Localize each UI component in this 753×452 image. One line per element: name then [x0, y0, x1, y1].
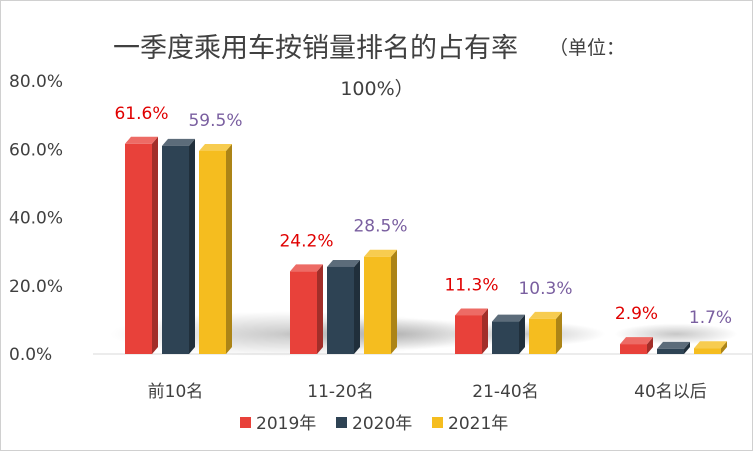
legend-swatch [336, 417, 347, 428]
bar-side [189, 138, 195, 354]
bar-front [694, 348, 721, 354]
y-tick-label: 20.0% [9, 277, 63, 297]
data-label: 2.9% [615, 304, 658, 324]
bar-side [391, 249, 397, 354]
bar-side [354, 259, 360, 354]
bar-top [657, 341, 690, 349]
bar-top [162, 138, 195, 146]
bar [455, 308, 488, 354]
x-tick-label: 40名以后 [634, 382, 707, 402]
bar-front [162, 145, 189, 354]
bar-top [529, 311, 562, 319]
data-label: 10.3% [518, 279, 572, 299]
y-axis: 0.0% 20.0% 40.0% 60.0% 80.0% [9, 72, 63, 365]
bar [529, 311, 562, 354]
bar-front [529, 318, 556, 354]
y-tick-label: 40.0% [9, 209, 63, 229]
bar [327, 259, 360, 354]
x-axis: 前10名 11-20名 21-40名 40名以后 [148, 382, 707, 402]
bar-top [327, 259, 360, 267]
bar-top [364, 249, 397, 257]
bar-front [199, 150, 226, 354]
bar-front [290, 271, 317, 354]
bar-side [647, 337, 653, 354]
bar-top [694, 341, 727, 349]
bar-top [199, 143, 232, 151]
x-tick-label: 11-20名 [307, 382, 373, 402]
data-label: 11.3% [444, 275, 498, 295]
x-tick-label: 前10名 [148, 382, 204, 402]
bar-top [492, 314, 525, 322]
bar-side [317, 264, 323, 354]
bar-front [657, 348, 684, 354]
data-label: 28.5% [353, 217, 407, 237]
bar [492, 314, 525, 354]
bar-side [684, 341, 690, 354]
bar [620, 337, 653, 354]
bar-side [482, 308, 488, 354]
legend-label: 2020年 [352, 414, 412, 434]
legend-label: 2021年 [448, 414, 508, 434]
bar [694, 341, 727, 354]
y-tick-label: 80.0% [9, 72, 63, 92]
legend-swatch [432, 417, 443, 428]
bar-top [620, 337, 653, 345]
bar-front [492, 321, 519, 354]
bar [364, 249, 397, 354]
y-tick-label: 0.0% [9, 345, 52, 365]
chart-title-unit-close: 100%） [340, 78, 413, 100]
data-label: 61.6% [114, 104, 168, 124]
legend-swatch [240, 417, 251, 428]
bar-front [327, 266, 354, 354]
bar [290, 264, 323, 354]
data-label: 24.2% [279, 231, 333, 251]
bar-side [721, 341, 727, 354]
data-label: 59.5% [188, 111, 242, 131]
bar-side [226, 143, 232, 354]
bar-front [620, 344, 647, 354]
bar [125, 136, 158, 354]
legend-label: 2019年 [256, 414, 316, 434]
bar-top [455, 308, 488, 316]
data-label: 1.7% [689, 308, 732, 328]
bar-side [556, 311, 562, 354]
bar-top [125, 136, 158, 144]
bar-front [364, 256, 391, 354]
bar-top [290, 264, 323, 272]
bar-side [519, 314, 525, 354]
bar-front [455, 315, 482, 354]
bar [657, 341, 690, 354]
chart-title: 一季度乘用车按销量排名的占有率 [113, 33, 518, 64]
legend: 2019年 2020年 2021年 [240, 414, 508, 434]
bar [199, 143, 232, 354]
bar [162, 138, 195, 354]
bar-side [152, 136, 158, 354]
bar-front [125, 143, 152, 354]
bars [125, 136, 727, 354]
y-tick-label: 60.0% [9, 140, 63, 160]
chart-title-unit-open: （单位： [549, 37, 625, 59]
x-tick-label: 21-40名 [472, 382, 538, 402]
data-labels: 61.6% 59.5% 24.2% 28.5% 11.3% 10.3% 2.9% 1.7% [114, 104, 732, 328]
